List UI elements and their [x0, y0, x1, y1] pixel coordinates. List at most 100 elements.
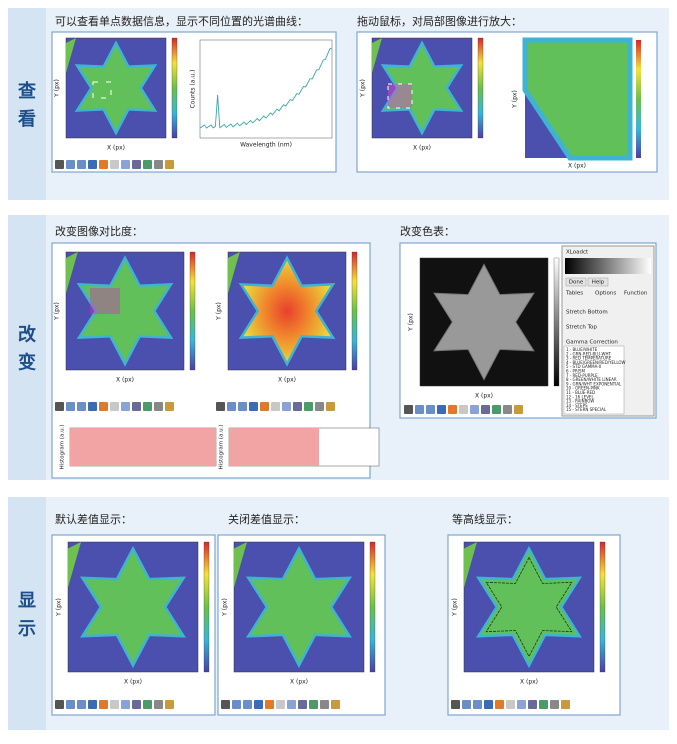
colorbar: [553, 257, 560, 387]
toolbar-icon: [165, 700, 174, 709]
toolbar-icon: [254, 700, 263, 709]
colorbar: [203, 541, 210, 673]
x-axis-label: X (px): [124, 679, 142, 686]
toolbar-icon: [309, 700, 318, 709]
toolbar-icon: [110, 160, 119, 169]
colorbar: [599, 541, 606, 673]
toolbar-icon: [271, 402, 280, 411]
table-item: 10 - GREEN-PINK: [566, 386, 600, 391]
y-axis-label: Y (px): [56, 598, 63, 617]
toolbar-icon: [260, 402, 269, 411]
dialog-button[interactable]: [565, 277, 587, 287]
y-axis-label: Counts (a.u.): [190, 70, 197, 109]
x-axis-label: Wavelength (nm): [240, 142, 292, 149]
toolbar-icon: [154, 160, 163, 169]
toolbar-icon: [110, 402, 119, 411]
dialog-button[interactable]: [587, 277, 609, 287]
toolbar-icon: [221, 700, 230, 709]
y-axis-label: Y (px): [452, 598, 459, 617]
toolbar-icon: [404, 405, 413, 414]
table-list: [563, 345, 625, 415]
table-item: 15 - STERN SPECIAL: [566, 407, 607, 412]
toolbar-icon: [470, 405, 479, 414]
toolbar-icon: [165, 402, 174, 411]
table-item: 3 - RED TEMPERATURE: [566, 356, 612, 361]
cursor-box: [92, 81, 112, 99]
corner-artifact: [234, 542, 247, 588]
toolbar-icon: [143, 700, 152, 709]
corner-artifact: [372, 38, 382, 73]
x-axis-label: X (px): [413, 145, 431, 152]
toolbar-icon: [154, 700, 163, 709]
toolbar-icon: [165, 160, 174, 169]
toolbar-icon: [495, 700, 504, 709]
corner-artifact: [66, 252, 78, 294]
toolbar-icon: [426, 405, 435, 414]
star: [245, 545, 353, 669]
button-label: Help: [592, 280, 605, 286]
dialog-gradient: [565, 258, 651, 274]
toolbar-icon: [110, 700, 119, 709]
x-axis-label: X (px): [520, 679, 538, 686]
toolbar-icon: [66, 402, 75, 411]
section-label-bg: [8, 497, 46, 730]
color-dialog: XLoadct Done Help Tables Options Function Stre…: [561, 245, 655, 417]
caption: 等高线显示：: [452, 512, 518, 526]
toolbar-icon: [88, 402, 97, 411]
toolbar-icon: [451, 700, 460, 709]
field-label: Gamma Correction: [566, 340, 618, 346]
toolbar-icon: [462, 700, 471, 709]
x-axis-label: X (px): [475, 393, 493, 400]
toolbar-icon: [293, 402, 302, 411]
histogram-fill: [70, 428, 216, 466]
toolbar-icon: [121, 402, 130, 411]
table-item: 5 - STD GAMMA-II: [566, 364, 601, 369]
toolbar-icon: [528, 700, 537, 709]
toolbar-icon: [243, 700, 252, 709]
y-axis-label: Y (px): [360, 79, 367, 98]
table-item: 2 - GRN-RED-BLU-WHT: [566, 351, 611, 356]
y-axis-label: Y (px): [54, 302, 61, 321]
zoom-box: [90, 288, 120, 314]
toolbar-icon: [55, 160, 64, 169]
field-label: Stretch Top: [566, 325, 597, 331]
table-item: 8 - GREEN/WHITE LINEAR: [566, 377, 617, 382]
toolbar-icon: [132, 700, 141, 709]
toolbar-icon: [227, 402, 236, 411]
toolbar-icon: [77, 700, 86, 709]
table-item: 12 - 16 LEVEL: [566, 394, 594, 399]
table-item: 14 - STEPS: [566, 403, 588, 408]
corner-artifact: [464, 542, 477, 588]
colorbar: [636, 40, 641, 158]
colorbar: [171, 37, 178, 139]
toolbar-icon: [238, 402, 247, 411]
caption: 可以查看单点数据信息，显示不同位置的光谱曲线：: [55, 14, 308, 28]
section-label-bg: [8, 215, 46, 480]
star: [79, 545, 187, 669]
x-axis-label: X (px): [116, 377, 134, 384]
section-label: 查看: [17, 80, 36, 130]
toolbar-icon: [503, 405, 512, 414]
colorbar: [477, 37, 484, 139]
tab-label: Tables: [565, 291, 583, 297]
toolbar-icon: [492, 405, 501, 414]
toolbar-icon: [132, 160, 141, 169]
caption: 改变图像对比度：: [55, 224, 143, 238]
toolbar-icon: [484, 700, 493, 709]
colorbar: [189, 251, 196, 371]
caption: 拖动鼠标，对局部图像进行放大：: [357, 14, 522, 28]
toolbar-icon: [315, 402, 324, 411]
toolbar-icon: [132, 402, 141, 411]
table-item: 6 - PRISM: [566, 369, 585, 374]
toolbar-icon: [265, 700, 274, 709]
y-axis-label: Y (px): [222, 598, 229, 617]
button-label: Done: [569, 280, 584, 286]
toolbar-icon: [539, 700, 548, 709]
caption: 默认差值显示：: [55, 512, 132, 526]
toolbar-icon: [232, 700, 241, 709]
table-item: 9 - GRN/WHT EXPONENTIAL: [566, 381, 622, 386]
toolbar-icon: [276, 700, 285, 709]
dialog-title: XLoadct: [566, 250, 589, 256]
toolbar-icon: [459, 405, 468, 414]
